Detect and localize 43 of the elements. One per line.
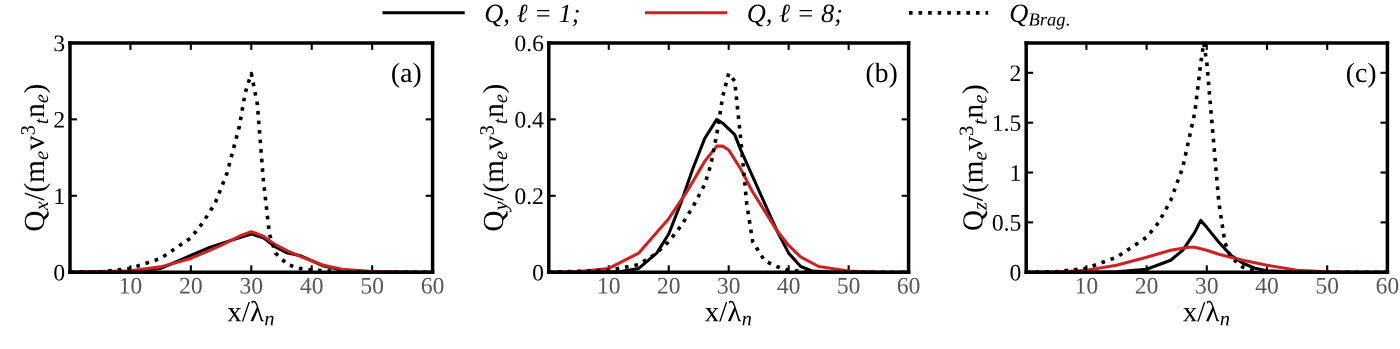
text: Q$_{z}$/(m$_{e}$v$^{3}$$_{t}$n$_{e}$) <box>959 85 989 230</box>
y-tick-label: 0 <box>54 264 65 281</box>
x-tick-label: 50 <box>361 277 384 294</box>
x-tick-label: 50 <box>838 277 860 294</box>
x-tick-label: 40 <box>777 277 800 294</box>
x-tick-label: 40 <box>300 277 323 294</box>
x-axis-title: x/λ$_{n}$ <box>704 300 752 326</box>
legend-label: Q, ℓ = 8; <box>748 4 842 27</box>
y-tick-label: 0.4 <box>515 111 544 128</box>
x-tick-label: 50 <box>1316 277 1339 294</box>
legend-label: Q$_{Brag.}$ <box>1010 4 1069 30</box>
x-tick-label: 60 <box>897 277 920 294</box>
x-tick-label: 10 <box>599 277 620 294</box>
x-tick-label: 30 <box>718 277 740 294</box>
y-tick-label: 2 <box>1010 65 1021 82</box>
x-tick-label: 60 <box>1376 277 1399 294</box>
y-tick-label: 1.5 <box>993 115 1021 132</box>
text: Q$_{y}$/(m$_{e}$v$^{3}$$_{t}$n$_{e}$) <box>480 84 512 231</box>
x-tick-label: 40 <box>1255 277 1278 294</box>
x-tick-label: 20 <box>1135 277 1158 294</box>
x-tick-label: 30 <box>240 277 263 294</box>
y-tick-label: 2 <box>54 111 64 128</box>
x-tick-label: 20 <box>657 277 680 294</box>
x-tick-label: 30 <box>1196 277 1218 294</box>
y-tick-label: 1 <box>1011 165 1020 181</box>
x-axis-title: x/λ$_{n}$ <box>227 300 274 326</box>
y-tick-label: 3 <box>54 35 65 52</box>
annotation: (b) <box>866 62 897 88</box>
y-tick-label: 0.2 <box>515 188 543 205</box>
text: Q$_{x}$/(m$_{e}$v$^{3}$$_{t}$n$_{e}$) <box>21 84 51 231</box>
y-tick-label: 0.6 <box>515 35 544 52</box>
y-tick-label: 0 <box>533 264 544 281</box>
legend-label: Q, ℓ = 1; <box>485 4 579 27</box>
annotation: (c) <box>1346 62 1376 88</box>
x-tick-label: 60 <box>421 277 444 294</box>
annotation: (a) <box>392 62 421 88</box>
x-tick-label: 10 <box>120 277 142 294</box>
x-tick-label: 20 <box>180 277 202 294</box>
y-tick-label: 0 <box>1010 264 1021 281</box>
y-tick-label: 0.5 <box>992 214 1021 231</box>
x-axis-title: x/λ$_{n}$ <box>1182 300 1230 326</box>
y-tick-label: 1 <box>55 188 64 204</box>
x-tick-label: 10 <box>1076 277 1098 294</box>
